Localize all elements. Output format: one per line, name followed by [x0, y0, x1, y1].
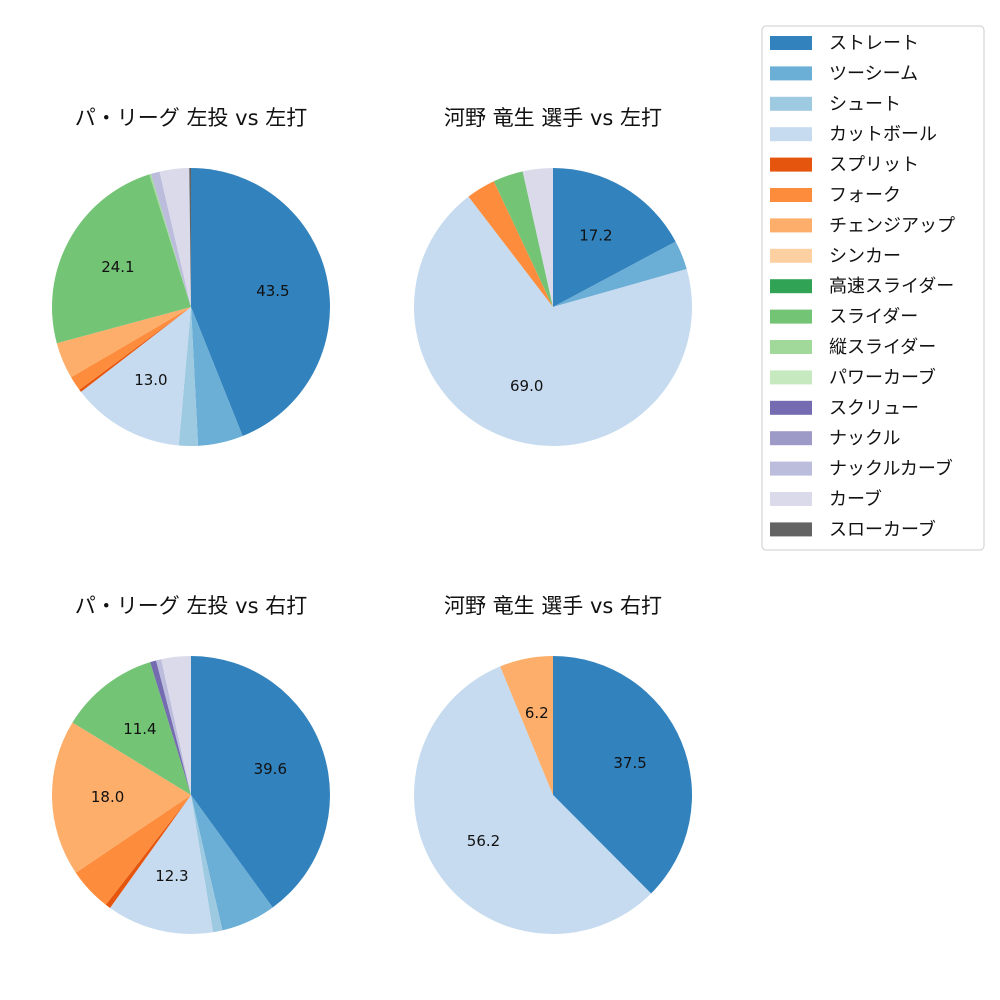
legend-label-6: チェンジアップ	[829, 215, 955, 236]
pie-slice-0-10	[159, 168, 191, 307]
pie-slice-0-3	[80, 307, 191, 446]
legend-label-13: ナックル	[829, 428, 900, 449]
legend-label-0: ストレート	[829, 33, 919, 54]
pie-slice-2-6	[52, 722, 191, 873]
pie-slice-0-9	[150, 171, 191, 307]
legend-swatch-12	[770, 400, 812, 415]
chart-title-pl-left-vs-right: パ・リーグ 左投 vs 右打	[75, 594, 307, 618]
legend-swatch-0	[770, 36, 812, 50]
legend-label-12: スクリュー	[829, 398, 919, 419]
legend-swatch-1	[770, 66, 812, 81]
pie-slice-label-1-2: 69.0	[510, 377, 543, 395]
legend-label-16: スローカーブ	[829, 518, 936, 540]
pie-slice-1-4	[493, 171, 553, 307]
legend-swatch-11	[770, 370, 812, 385]
pie-slice-3-2	[500, 656, 553, 795]
legend-label-8: 高速スライダー	[829, 276, 954, 297]
legend-label-3: カットボール	[829, 124, 937, 145]
pie-slice-2-9	[156, 659, 191, 795]
pie-slice-2-0	[191, 656, 330, 908]
legend-swatch-15	[770, 492, 812, 506]
pie-slice-0-7	[51, 174, 191, 344]
legend-label-1: ツーシーム	[829, 63, 918, 84]
legend-label-2: シュート	[829, 94, 901, 115]
chart-title-pl-left-vs-left: パ・リーグ 左投 vs 左打	[75, 106, 307, 130]
pie-slice-0-8	[149, 173, 191, 307]
legend-swatch-3	[770, 127, 812, 142]
pie-slice-label-1-0: 17.2	[579, 227, 612, 245]
legend-label-11: パワーカーブ	[829, 366, 936, 388]
pie-slice-label-3-2: 6.2	[525, 704, 549, 722]
pie-slice-0-6	[56, 307, 191, 378]
legend-swatch-8	[770, 279, 812, 294]
legend-frame	[761, 25, 985, 551]
legend-label-15: カーブ	[829, 488, 882, 510]
pie-charts: 43.5 13.0 24.1 17.2 69.0 39.6 12.3 18.0 11.4 37.5…	[51, 106, 693, 934]
pie-slice-2-2	[191, 795, 223, 933]
legend-swatch-16	[770, 522, 812, 537]
legend-swatch-4	[770, 157, 812, 172]
pie-slice-label-3-0: 37.5	[613, 754, 646, 772]
pie-slice-1-0	[553, 168, 676, 307]
pie-slice-0-0	[191, 168, 330, 437]
pie-slice-3-0	[553, 655, 693, 894]
legend-label-4: スプリット	[829, 155, 919, 176]
legend-swatch-10	[770, 340, 812, 354]
pie-slice-label-0-7: 24.1	[101, 258, 134, 276]
legend-swatch-13	[770, 431, 812, 446]
pie-slice-1-2	[413, 196, 692, 447]
pie-slice-2-8	[150, 660, 191, 795]
legend-swatch-14	[770, 461, 812, 476]
pie-slice-1-1	[553, 241, 687, 307]
pie-slice-label-0-3: 13.0	[134, 371, 167, 389]
pie-slice-1-3	[468, 181, 553, 307]
legend-swatch-9	[770, 309, 812, 324]
legend: ストレートツーシームシュートカットボールスプリットフォークチェンジアップシンカー…	[761, 25, 985, 551]
legend-label-5: フォーク	[829, 185, 901, 206]
pie-slice-label-2-0: 39.6	[254, 760, 287, 778]
pie-slice-2-5	[75, 795, 191, 905]
pie-slice-0-11	[189, 167, 191, 307]
pie-slice-0-2	[178, 307, 199, 446]
pie-slice-3-1	[414, 666, 652, 934]
pie-slice-1-5	[522, 168, 553, 307]
pie-slice-label-2-3: 12.3	[155, 867, 188, 885]
pie-slice-label-0-0: 43.5	[256, 282, 289, 300]
legend-label-7: シンカー	[829, 246, 901, 267]
legend-swatch-6	[770, 218, 812, 233]
legend-swatch-2	[770, 96, 812, 111]
chart-title-kono-vs-right: 河野 竜生 選手 vs 右打	[444, 594, 662, 618]
pie-slice-2-10	[161, 656, 191, 795]
pie-slice-label-3-1: 56.2	[467, 832, 500, 850]
legend-label-9: スライダー	[829, 307, 918, 328]
legend-label-14: ナックルカーブ	[829, 458, 953, 480]
pie-slice-0-4	[79, 307, 191, 392]
legend-label-10: 縦スライダー	[829, 337, 936, 358]
pie-slice-2-7	[72, 662, 191, 795]
pie-slice-2-3	[110, 795, 213, 934]
pie-slice-2-1	[191, 795, 273, 931]
chart-title-kono-vs-left: 河野 竜生 選手 vs 左打	[444, 106, 662, 130]
legend-swatch-5	[770, 188, 812, 202]
pie-slice-label-2-7: 11.4	[123, 720, 156, 738]
pie-slice-label-2-6: 18.0	[91, 788, 124, 806]
pie-slice-2-4	[105, 795, 191, 908]
pie-slice-0-5	[71, 307, 191, 390]
pie-slice-0-1	[191, 307, 243, 446]
legend-swatch-7	[770, 248, 812, 263]
